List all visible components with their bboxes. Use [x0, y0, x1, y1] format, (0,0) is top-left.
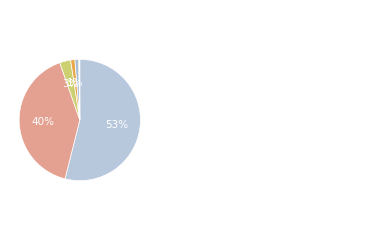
Wedge shape — [75, 59, 80, 120]
Wedge shape — [79, 59, 80, 120]
Text: 1%: 1% — [67, 78, 84, 88]
Wedge shape — [71, 60, 80, 120]
Text: 53%: 53% — [105, 120, 128, 130]
Wedge shape — [19, 63, 80, 179]
Text: 40%: 40% — [31, 117, 54, 127]
Wedge shape — [60, 60, 80, 120]
Wedge shape — [65, 59, 141, 181]
Text: 3%: 3% — [63, 79, 79, 89]
Legend: Centre for Biodiversity
Genomics [755], Mined from GenBank, NCBI [570], Canadian: Centre for Biodiversity Genomics [755], … — [160, 37, 331, 179]
